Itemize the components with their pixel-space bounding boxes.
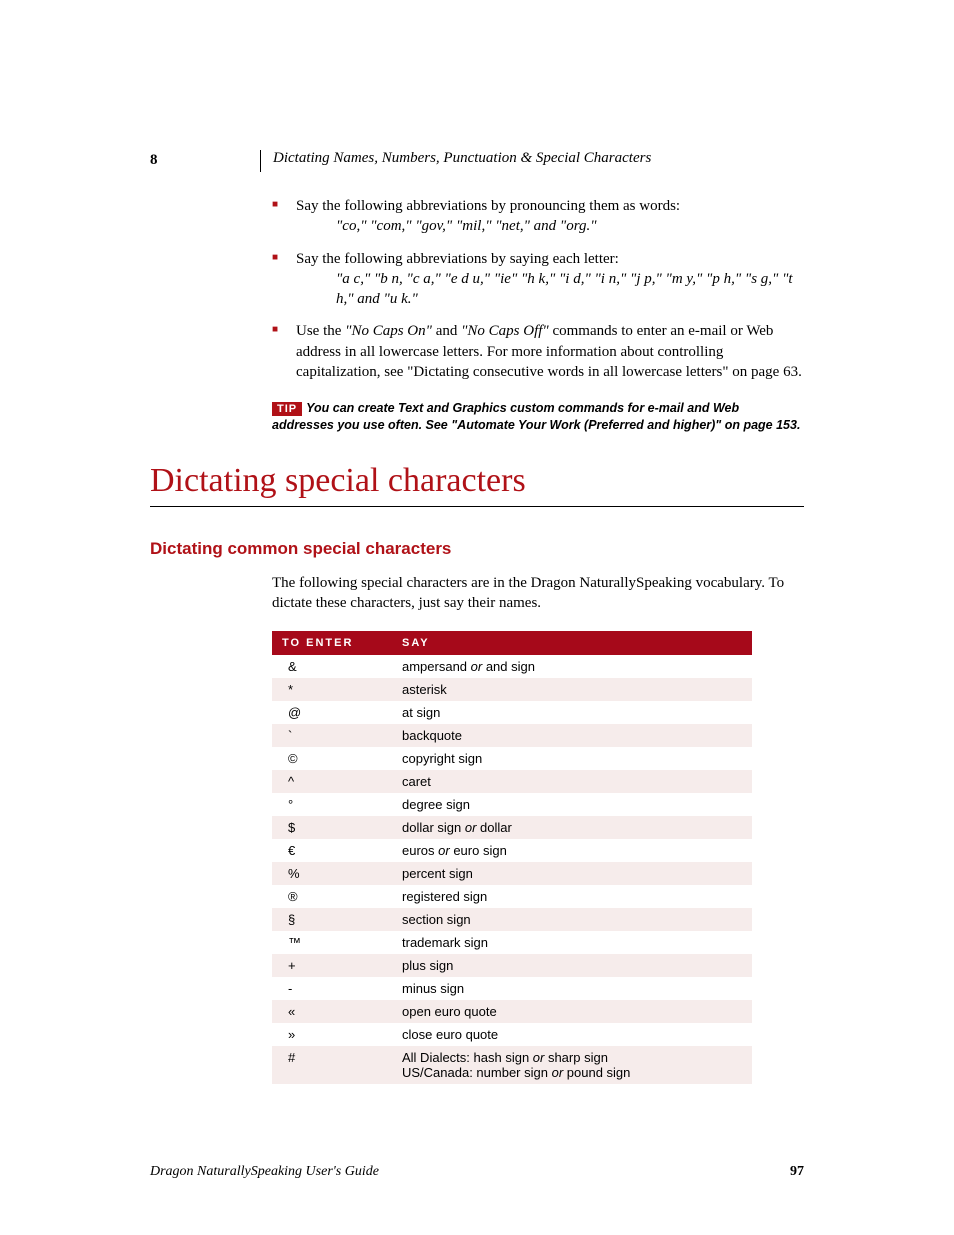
cell-say: backquote [392,724,752,747]
table-row: %percent sign [272,862,752,885]
table-row: -minus sign [272,977,752,1000]
subsection-heading: Dictating common special characters [150,539,804,559]
cell-to-enter: € [272,839,392,862]
table-row: »close euro quote [272,1023,752,1046]
table-row: #All Dialects: hash sign or sharp signUS… [272,1046,752,1084]
cell-say: trademark sign [392,931,752,954]
cell-say: close euro quote [392,1023,752,1046]
table-row: &ampersand or and sign [272,655,752,678]
command-name: "No Caps On" [345,323,432,339]
cell-to-enter: « [272,1000,392,1023]
bullet-text: Say the following abbreviations by sayin… [296,251,619,267]
cell-to-enter: ™ [272,931,392,954]
bullet-text: and [432,323,461,339]
cell-to-enter: ` [272,724,392,747]
cell-to-enter: - [272,977,392,1000]
bullet-abbrev: "a c," "b n, "c a," "e d u," "ie" "h k,"… [336,269,804,310]
cell-say: registered sign [392,885,752,908]
table-row: `backquote [272,724,752,747]
tip-badge: TIP [272,402,302,416]
header-divider [260,150,261,172]
table-row: ™trademark sign [272,931,752,954]
col-header-to-enter: TO ENTER [272,631,392,655]
cell-say: All Dialects: hash sign or sharp signUS/… [392,1046,752,1084]
cell-to-enter: § [272,908,392,931]
special-characters-table: TO ENTER SAY &ampersand or and sign*aste… [272,631,752,1084]
tip-callout: TIPYou can create Text and Graphics cust… [272,400,804,434]
footer-title: Dragon NaturallySpeaking User's Guide [150,1164,379,1180]
chapter-title: Dictating Names, Numbers, Punctuation & … [273,150,651,167]
table-row: §section sign [272,908,752,931]
cell-to-enter: ° [272,793,392,816]
cell-to-enter: + [272,954,392,977]
cell-to-enter: & [272,655,392,678]
cell-say: section sign [392,908,752,931]
cell-say: at sign [392,701,752,724]
table-row: °degree sign [272,793,752,816]
intro-paragraph: The following special characters are in … [272,573,804,614]
cell-to-enter: * [272,678,392,701]
bullet-abbrev: "co," "com," "gov," "mil," "net," and "o… [336,216,804,236]
cell-say: euros or euro sign [392,839,752,862]
command-name: "No Caps Off" [461,323,549,339]
cell-say: degree sign [392,793,752,816]
cell-say: plus sign [392,954,752,977]
bullet-text: Say the following abbreviations by prono… [296,198,680,214]
cell-to-enter: » [272,1023,392,1046]
bullet-text: Use the [296,323,345,339]
table-row: *asterisk [272,678,752,701]
bullet-item: Say the following abbreviations by prono… [272,196,804,237]
table-row: +plus sign [272,954,752,977]
cell-say: open euro quote [392,1000,752,1023]
cell-say: asterisk [392,678,752,701]
cell-say: ampersand or and sign [392,655,752,678]
cell-to-enter: % [272,862,392,885]
cell-say: minus sign [392,977,752,1000]
table-header-row: TO ENTER SAY [272,631,752,655]
col-header-say: SAY [392,631,752,655]
cell-to-enter: # [272,1046,392,1084]
cell-say: caret [392,770,752,793]
bullet-item: Say the following abbreviations by sayin… [272,249,804,310]
footer-page-number: 97 [790,1164,804,1180]
table-row: @at sign [272,701,752,724]
table-row: ^caret [272,770,752,793]
cell-say: percent sign [392,862,752,885]
table-row: ©copyright sign [272,747,752,770]
cell-to-enter: @ [272,701,392,724]
cell-to-enter: ® [272,885,392,908]
cell-to-enter: © [272,747,392,770]
subsection-content: The following special characters are in … [272,573,804,1085]
running-header: 8 Dictating Names, Numbers, Punctuation … [150,150,804,172]
table-row: «open euro quote [272,1000,752,1023]
chapter-number: 8 [150,150,260,169]
cell-say: dollar sign or dollar [392,816,752,839]
table-row: ®registered sign [272,885,752,908]
table-row: $dollar sign or dollar [272,816,752,839]
body-content: Say the following abbreviations by prono… [272,196,804,434]
section-heading: Dictating special characters [150,462,804,507]
cell-to-enter: ^ [272,770,392,793]
cell-say: copyright sign [392,747,752,770]
table-row: €euros or euro sign [272,839,752,862]
cell-to-enter: $ [272,816,392,839]
page-footer: Dragon NaturallySpeaking User's Guide 97 [150,1164,804,1180]
page: 8 Dictating Names, Numbers, Punctuation … [0,0,954,1235]
bullet-item: Use the "No Caps On" and "No Caps Off" c… [272,321,804,382]
tip-text: You can create Text and Graphics custom … [272,401,800,432]
bullet-list: Say the following abbreviations by prono… [272,196,804,382]
